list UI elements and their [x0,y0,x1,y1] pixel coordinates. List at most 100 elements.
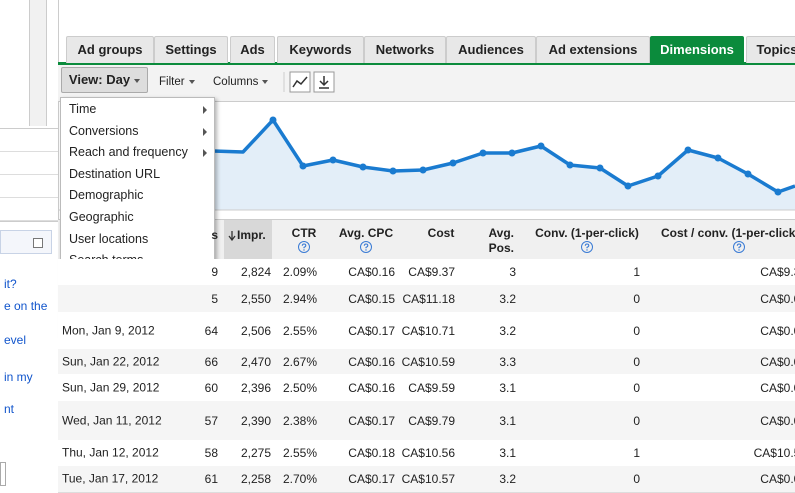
help-icon[interactable] [298,241,310,253]
table-cell: 2.09% [282,265,317,279]
column-header[interactable]: Avg. Pos. [488,226,514,255]
table-cell: 57 [204,413,218,428]
column-header[interactable]: s [211,228,218,242]
tab[interactable]: Networks [364,36,446,63]
tab[interactable]: Ad extensions [536,36,650,63]
table-cell: 3.1 [499,446,516,460]
menu-item[interactable]: Conversions [69,123,139,138]
view-label: View: Day [68,72,131,87]
menu-item[interactable]: Demographic [69,188,144,203]
toolbar-icons [283,71,335,93]
table-cell: CA$11.18 [402,291,455,306]
table-cell: CA$0.17 [348,323,395,338]
table-cell: 58 [204,446,218,460]
column-header[interactable]: Conv. (1-per-click) [535,226,639,240]
view-button[interactable]: View: Day [61,67,148,93]
table-cell: CA$9.37 [408,265,455,279]
tab[interactable]: Audiences [446,36,536,63]
table-cell: CA$0.18 [348,446,395,460]
table-cell: 2.94% [282,291,317,306]
table-cell: 2.38% [282,413,317,428]
sidebar-link[interactable]: it? [4,277,17,291]
table-row[interactable]: 9 2,824 2.09% CA$0.16 CA$9.37 3 1 CA$9.37 [58,259,795,286]
table-cell: Sun, Jan 22, 2012 [62,354,160,368]
tab[interactable]: Ad groups [66,36,154,63]
tab[interactable]: Keywords [277,36,364,63]
table-cell: 0 [633,291,640,306]
table-cell: 2,390 [240,413,271,428]
sidebar-link[interactable]: e on the [4,299,48,313]
menu-item[interactable]: User locations [69,231,149,246]
table-cell: 3.2 [499,472,516,486]
table-row[interactable]: Sun, Jan 22, 2012 66 2,470 2.67% CA$0.16 CA$1… [58,349,795,375]
column-header[interactable]: Impr. [237,228,266,242]
sidebar-list [0,128,58,222]
table-cell: 2,470 [240,354,271,369]
table-cell: CA$0.16 [348,380,395,395]
table-row[interactable]: Mon, Jan 9, 2012 64 2,506 2.55% CA$0.17 CA$10… [58,312,795,350]
table-row[interactable]: Wed, Jan 11, 2012 57 2,390 2.38% CA$0.17 CA$9… [58,401,795,441]
sidebar-link[interactable]: nt [4,402,15,416]
table-cell: 2,506 [240,323,271,338]
tab[interactable]: Dimensions [650,36,744,63]
table-cell: Sun, Jan 29, 2012 [62,380,160,394]
table-row[interactable]: 5 2,550 2.94% CA$0.15 CA$11.18 3.2 0 CA$0.00 [58,285,795,313]
table-cell: Tue, Jan 17, 2012 [62,471,159,486]
table-cell: Thu, Jan 12, 2012 [62,445,159,460]
column-header[interactable]: CTR [291,226,317,240]
collapse-icon[interactable] [33,238,43,248]
sidebar-input[interactable] [0,462,6,486]
help-icon[interactable] [733,241,745,253]
table-cell: CA$0.15 [348,291,395,306]
columns-label: Columns [213,76,259,88]
column-header[interactable]: Avg. CPC [338,226,394,240]
table-cell: 2,275 [240,446,271,460]
columns-button[interactable]: Columns [213,70,269,94]
table-cell: 0 [633,413,640,428]
table-cell: 61 [204,472,218,486]
table-row[interactable]: Thu, Jan 12, 2012 58 2,275 2.55% CA$0.18 CA$1… [58,440,795,467]
table-cell: 3.1 [499,413,516,428]
table-cell: 0 [633,472,640,486]
table-cell: 66 [204,354,218,369]
table-cell: CA$10.59 [401,354,455,369]
table-row[interactable]: Tue, Jan 17, 2012 61 2,258 2.70% CA$0.17 CA$1… [58,466,795,493]
table-cell: CA$0.00 [760,291,795,306]
tab[interactable]: Settings [154,36,228,63]
table-cell: 2.67% [282,354,317,369]
table-row[interactable]: Sun, Jan 29, 2012 60 2,396 2.50% CA$0.16 CA$9… [58,374,795,402]
menu-item[interactable]: Geographic [69,210,134,224]
table-cell: 0 [633,323,640,338]
table-cell: 1 [633,265,640,279]
table-cell: 2.55% [282,446,317,460]
chart-toggle[interactable] [289,71,311,93]
table-cell: CA$10.71 [401,323,455,338]
table-cell: CA$9.79 [408,413,455,428]
table-cell: CA$0.17 [348,472,395,486]
menu-item[interactable]: Destination URL [69,166,161,181]
filter-button[interactable]: Filter [159,70,195,94]
menu-item[interactable]: Time [69,102,97,116]
sidebar-link[interactable]: evel [4,333,27,347]
column-header[interactable]: Cost [427,226,455,240]
table-cell: 0 [633,380,640,395]
table-cell: 3.1 [499,380,516,395]
tab[interactable]: Topics [746,36,795,63]
help-icon[interactable] [581,241,593,253]
tab[interactable]: Ads [230,36,275,63]
table-cell: 60 [204,380,218,395]
table-cell: 5 [211,291,218,306]
table-cell: 3.3 [499,354,516,369]
table-cell: 2.50% [282,380,317,395]
table-cell: 2,550 [240,291,271,306]
table-cell: 0 [633,354,640,369]
sidebar-link[interactable]: in my [4,370,33,384]
help-icon[interactable] [360,241,372,253]
table-cell: CA$0.16 [348,354,395,369]
table-cell: 9 [211,265,218,279]
menu-item[interactable]: Reach and frequency [69,145,188,160]
column-header[interactable]: Cost / conv. (1-per-click) [661,226,795,240]
scrollbar [29,0,47,126]
table-cell: CA$9.59 [408,380,455,395]
